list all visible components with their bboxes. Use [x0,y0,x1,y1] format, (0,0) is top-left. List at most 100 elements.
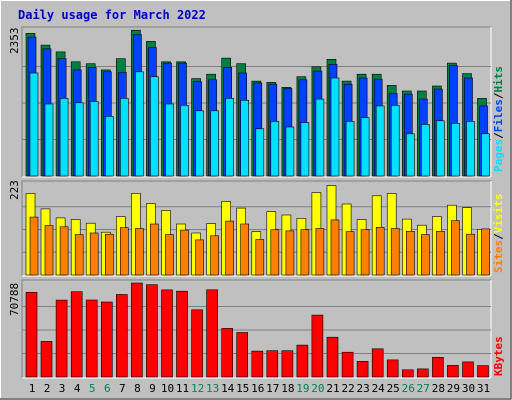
bar-sites-day-23 [360,229,370,276]
day-label-30: 30 [462,382,475,395]
bar-kbytes-day-19 [296,344,309,378]
day-label-4: 4 [74,382,81,395]
bar-sites-day-10 [165,234,174,276]
bar-sites-day-20 [315,228,325,276]
bar-kbytes-day-12 [191,309,203,378]
day-label-15: 15 [236,382,249,395]
kbytes-legend: KBytes [492,336,505,376]
bar-pages-day-2 [44,103,54,177]
bar-kbytes-day-16 [251,350,264,378]
bar-kbytes-day-6 [101,301,113,378]
day-label-26: 26 [402,382,415,395]
day-label-7: 7 [119,382,126,395]
bar-pages-day-22 [345,121,355,177]
legend-visits: Visits [492,194,505,234]
bar-sites-day-14 [225,220,234,276]
bar-kbytes-day-5 [85,299,98,378]
bar-sites-day-21 [330,219,340,276]
bar-sites-day-6 [105,233,114,276]
bar-pages-day-13 [210,110,219,177]
bar-sites-day-18 [285,230,295,276]
bar-kbytes-day-27 [416,368,429,378]
bar-kbytes-day-14 [221,328,233,378]
legend-sep-3: / [492,233,505,240]
bar-pages-day-4 [74,102,84,177]
day-label-13: 13 [206,382,219,395]
bar-kbytes-day-4 [70,291,83,378]
bar-pages-day-27 [420,124,430,177]
bar-sites-day-7 [120,227,129,276]
bar-kbytes-day-13 [206,289,218,378]
day-label-25: 25 [387,382,400,395]
bar-sites-day-19 [300,229,310,276]
bar-pages-day-15 [240,100,249,177]
day-label-23: 23 [356,382,369,395]
bar-sites-day-4 [74,234,84,276]
bar-sites-day-12 [195,239,204,276]
bar-kbytes-day-10 [161,289,173,378]
chart-bars [22,29,491,378]
svg-text:Pages/Files/Hits: Pages/Files/Hits [492,66,505,172]
bar-kbytes-day-7 [116,294,128,378]
bar-pages-day-5 [89,101,99,177]
bar-sites-day-13 [210,235,219,276]
usage-ymax-label: 2353 [8,28,21,55]
legend-sites: Sites [492,240,505,273]
bar-kbytes-day-1 [25,291,38,378]
bar-pages-day-28 [436,120,445,177]
bar-pages-day-14 [225,98,234,177]
day-label-6: 6 [104,382,111,395]
bar-pages-day-12 [195,110,204,177]
bar-kbytes-day-15 [236,332,248,378]
bar-sites-day-24 [375,227,385,276]
svg-text:KBytes: KBytes [492,336,505,376]
bar-kbytes-day-29 [447,365,459,378]
bar-kbytes-day-31 [477,365,489,378]
day-label-24: 24 [372,382,386,395]
bar-pages-day-20 [315,98,325,177]
usage-legend: Pages/Files/Hits [492,66,505,172]
svg-text:Sites/Visits: Sites/Visits [492,194,505,274]
bar-sites-day-29 [451,220,460,276]
bar-pages-day-23 [360,117,370,177]
bar-kbytes-day-9 [146,284,158,378]
bar-sites-day-11 [180,229,189,276]
day-label-8: 8 [134,382,141,395]
bar-sites-day-5 [89,232,99,276]
day-label-11: 11 [176,382,189,395]
bar-sites-day-26 [405,231,415,276]
day-label-22: 22 [341,382,354,395]
bar-kbytes-day-2 [40,341,53,378]
bar-pages-day-16 [255,128,265,177]
day-label-12: 12 [191,382,204,395]
bar-pages-day-8 [135,71,144,177]
bar-pages-day-19 [300,122,310,177]
day-label-18: 18 [281,382,294,395]
bar-pages-day-25 [390,105,400,177]
chart-title: Daily usage for March 2022 [18,8,206,22]
bar-kbytes-day-22 [341,351,354,378]
visitors-legend: Sites/Visits [492,194,505,274]
bar-kbytes-day-11 [176,290,188,378]
legend-sep-1: / [492,132,505,139]
day-label-10: 10 [161,382,174,395]
bar-kbytes-day-28 [432,356,444,378]
day-label-29: 29 [447,382,460,395]
bar-pages-day-9 [150,76,159,177]
day-label-28: 28 [432,382,445,395]
bar-sites-day-31 [481,228,490,276]
bar-sites-day-28 [436,231,445,276]
day-label-1: 1 [29,382,36,395]
day-label-14: 14 [221,382,235,395]
legend-hits: Hits [492,66,505,93]
bar-kbytes-day-17 [266,350,279,378]
bar-pages-day-10 [165,103,174,177]
legend-files: Files [492,99,505,132]
bar-pages-day-24 [375,105,385,177]
day-label-17: 17 [266,382,279,395]
bar-sites-day-27 [420,234,430,276]
day-label-19: 19 [296,382,309,395]
bar-pages-day-1 [29,72,39,177]
bar-kbytes-day-3 [55,299,68,378]
